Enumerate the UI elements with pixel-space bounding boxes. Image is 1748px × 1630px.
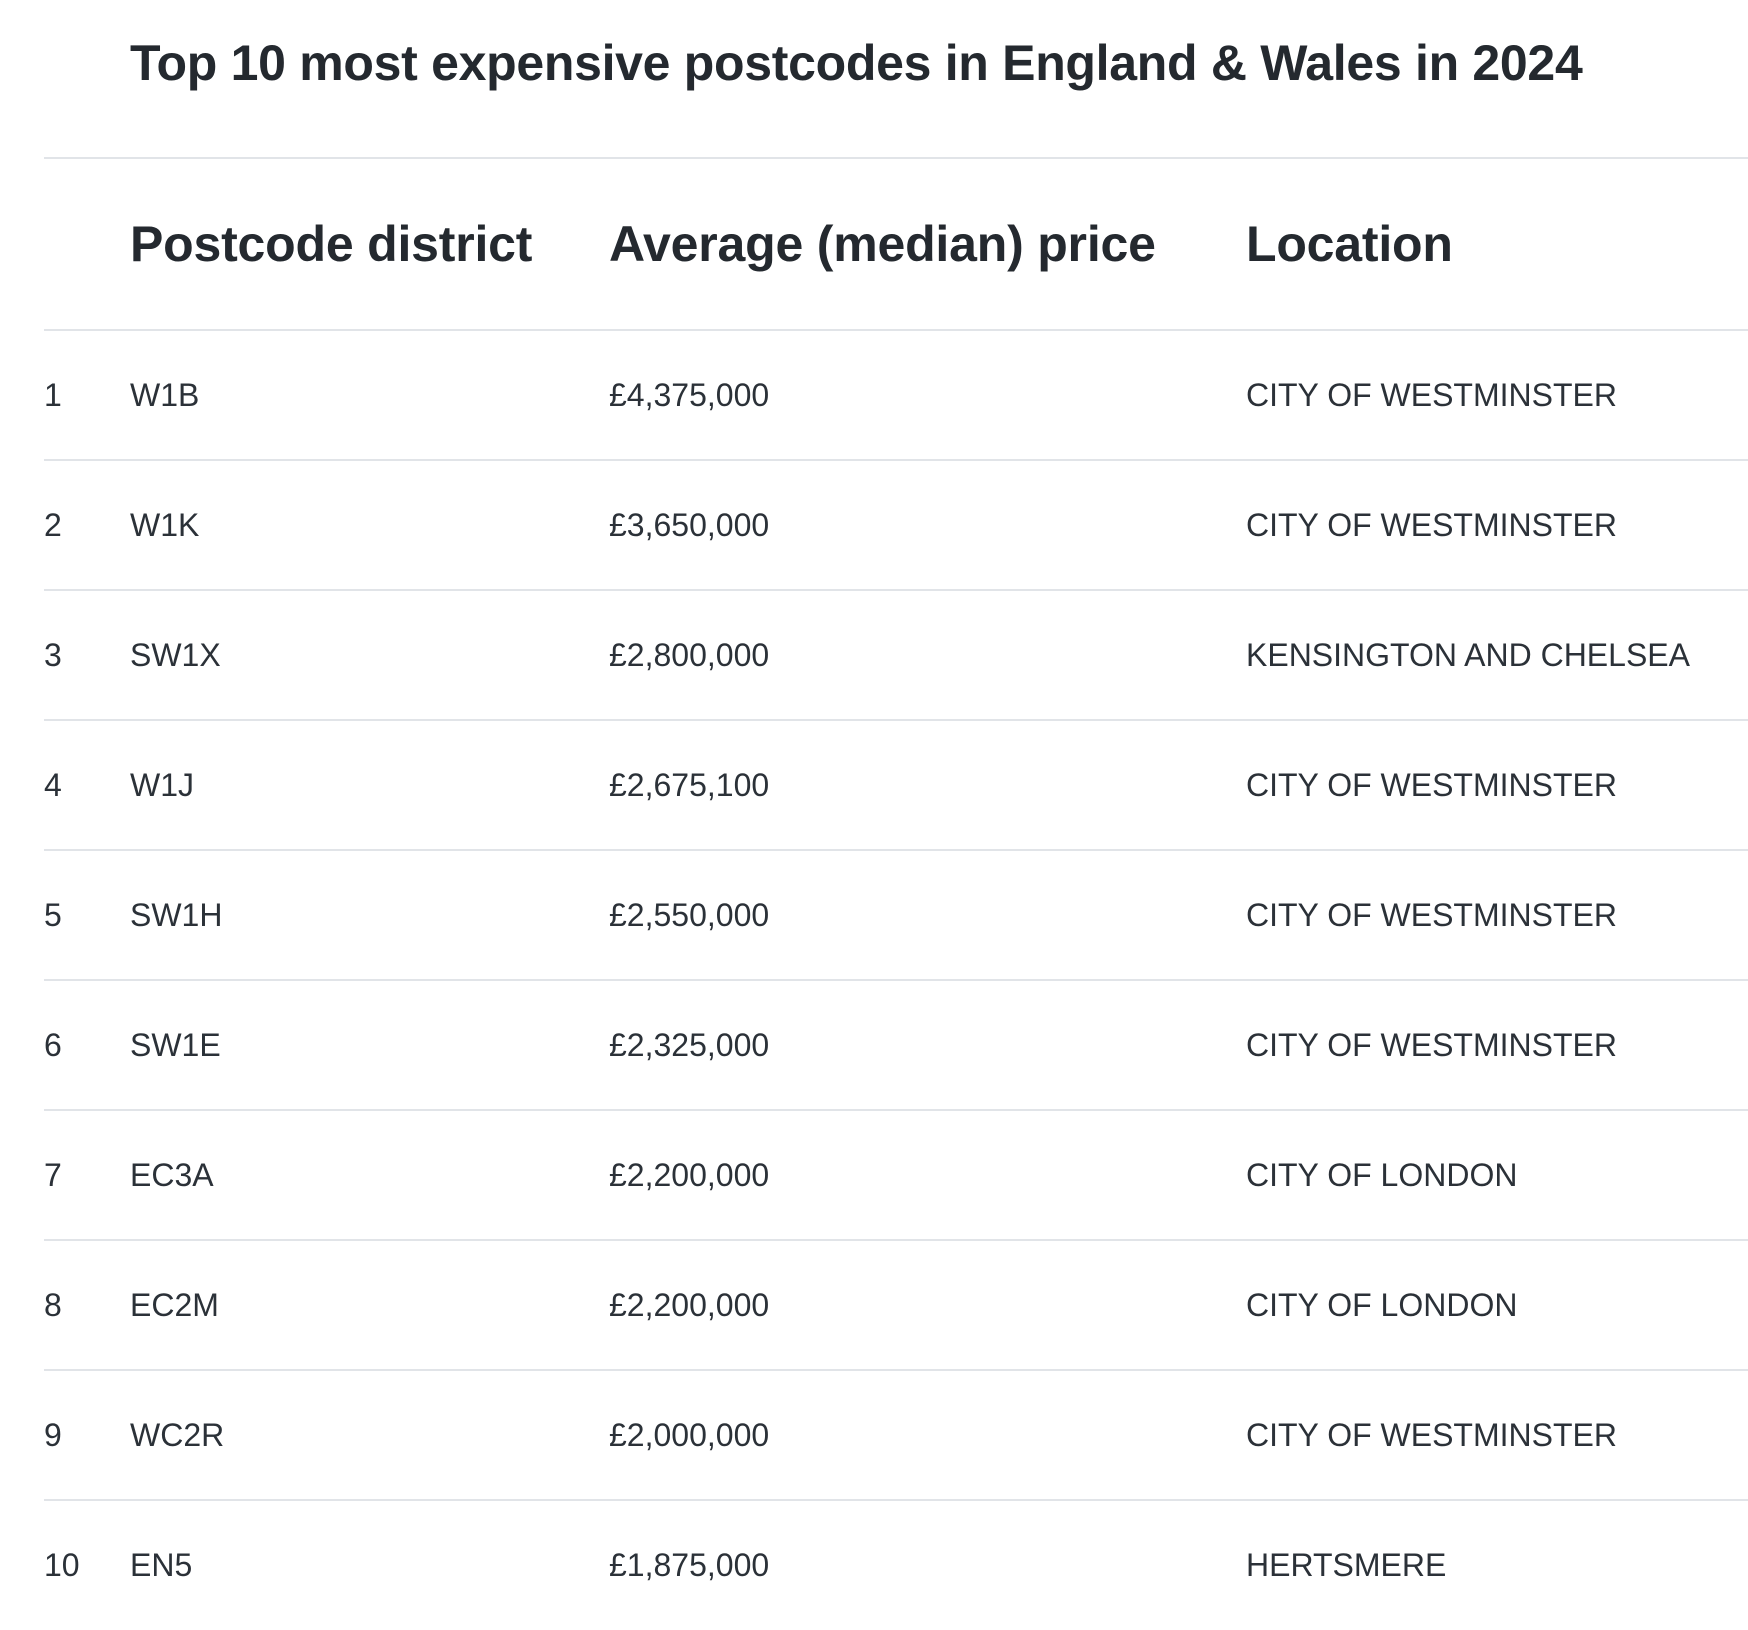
postcode-cell: W1J [130, 766, 194, 803]
price-cell: £3,650,000 [609, 506, 770, 543]
table-row: 10 EN5 £1,875,000 HERTSMERE [44, 1500, 1748, 1630]
postcode-cell: WC2R [130, 1416, 225, 1453]
header-postcode-district: Postcode district [130, 216, 533, 272]
table-row: 1 W1B £4,375,000 CITY OF WESTMINSTER [44, 330, 1748, 460]
location-cell: KENSINGTON AND CHELSEA [1246, 636, 1690, 673]
rank-cell: 10 [44, 1547, 80, 1583]
postcode-cell: W1B [130, 376, 200, 413]
price-cell: £1,875,000 [609, 1547, 770, 1583]
location-cell: CITY OF WESTMINSTER [1246, 506, 1617, 543]
table-header: Postcode district Average (median) price… [44, 158, 1748, 330]
price-cell: £4,375,000 [609, 376, 770, 413]
rank-cell: 9 [44, 1416, 62, 1453]
table-row: 9 WC2R £2,000,000 CITY OF WESTMINSTER [44, 1370, 1748, 1500]
price-cell: £2,325,000 [609, 1026, 770, 1063]
postcode-cell: EN5 [130, 1547, 193, 1583]
rank-cell: 1 [44, 376, 62, 413]
postcode-cell: SW1X [130, 636, 221, 673]
location-cell: CITY OF WESTMINSTER [1246, 1416, 1617, 1453]
postcode-cell: W1K [130, 506, 200, 543]
table-row: 4 W1J £2,675,100 CITY OF WESTMINSTER [44, 720, 1748, 850]
header-average-price: Average (median) price [609, 216, 1156, 272]
price-cell: £2,200,000 [609, 1156, 770, 1193]
header-location: Location [1246, 216, 1453, 272]
price-cell: £2,800,000 [609, 636, 770, 673]
location-cell: CITY OF WESTMINSTER [1246, 376, 1617, 413]
location-cell: CITY OF LONDON [1246, 1286, 1518, 1323]
table-row: 8 EC2M £2,200,000 CITY OF LONDON [44, 1240, 1748, 1370]
location-cell: CITY OF LONDON [1246, 1156, 1518, 1193]
table-row: 3 SW1X £2,800,000 KENSINGTON AND CHELSEA [44, 590, 1748, 720]
location-cell: HERTSMERE [1246, 1547, 1447, 1583]
rank-cell: 5 [44, 896, 62, 933]
table-header-row: Postcode district Average (median) price… [44, 158, 1748, 330]
price-cell: £2,200,000 [609, 1286, 770, 1323]
price-cell: £2,550,000 [609, 896, 770, 933]
table-row: 2 W1K £3,650,000 CITY OF WESTMINSTER [44, 460, 1748, 590]
rank-cell: 8 [44, 1286, 62, 1323]
table-row: 6 SW1E £2,325,000 CITY OF WESTMINSTER [44, 980, 1748, 1110]
price-cell: £2,675,100 [609, 766, 770, 803]
rank-cell: 3 [44, 636, 62, 673]
postcode-table-container: Postcode district Average (median) price… [44, 157, 1748, 1630]
location-cell: CITY OF WESTMINSTER [1246, 1026, 1617, 1063]
table-row: 5 SW1H £2,550,000 CITY OF WESTMINSTER [44, 850, 1748, 980]
postcode-cell: SW1E [130, 1026, 221, 1063]
rank-cell: 4 [44, 766, 62, 803]
rank-cell: 6 [44, 1026, 62, 1063]
postcode-cell: SW1H [130, 896, 223, 933]
postcode-cell: EC3A [130, 1156, 214, 1193]
location-cell: CITY OF WESTMINSTER [1246, 896, 1617, 933]
price-cell: £2,000,000 [609, 1416, 770, 1453]
table-row: 7 EC3A £2,200,000 CITY OF LONDON [44, 1110, 1748, 1240]
postcode-table: Postcode district Average (median) price… [44, 157, 1748, 1630]
header-rank [44, 158, 130, 330]
location-cell: CITY OF WESTMINSTER [1246, 766, 1617, 803]
page-title: Top 10 most expensive postcodes in Engla… [130, 35, 1583, 91]
postcode-cell: EC2M [130, 1286, 219, 1323]
table-body: 1 W1B £4,375,000 CITY OF WESTMINSTER 2 W… [44, 330, 1748, 1630]
rank-cell: 2 [44, 506, 62, 543]
rank-cell: 7 [44, 1156, 62, 1193]
